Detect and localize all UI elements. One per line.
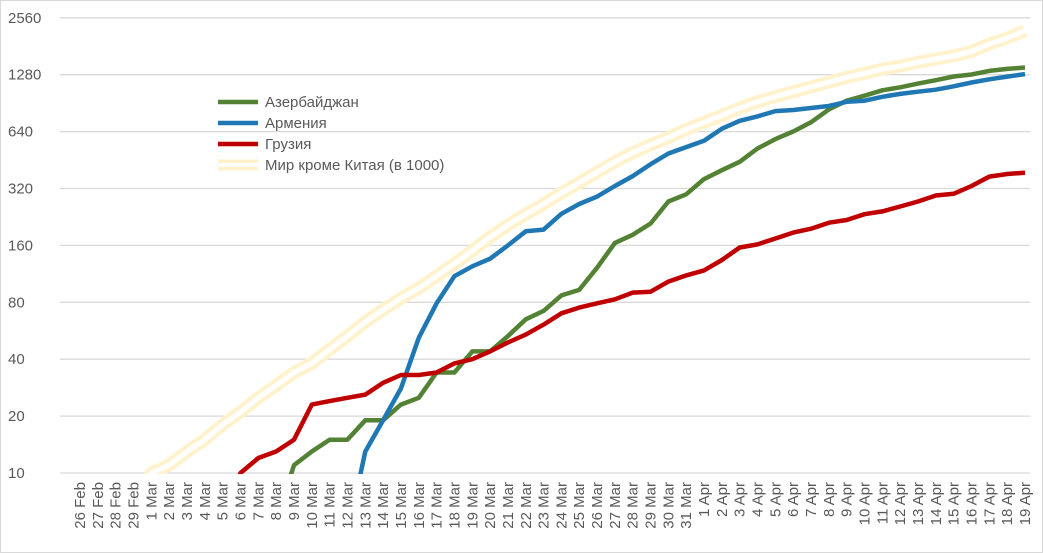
x-tick-label: 19 Mar bbox=[464, 482, 481, 529]
x-tick-label: 18 Apr bbox=[999, 482, 1016, 525]
x-tick-label: 4 Apr bbox=[750, 482, 767, 517]
y-tick-label: 640 bbox=[8, 124, 33, 141]
x-tick-label: 27 Feb bbox=[90, 482, 107, 529]
x-tick-label: 20 Mar bbox=[482, 482, 499, 529]
series-line-world bbox=[148, 28, 1026, 474]
x-tick-label: 22 Mar bbox=[518, 482, 535, 529]
x-tick-label: 16 Apr bbox=[964, 482, 981, 525]
x-tick-label: 28 Feb bbox=[108, 482, 125, 529]
x-tick-label: 8 Mar bbox=[268, 482, 285, 520]
gridlines bbox=[60, 17, 1030, 474]
y-tick-label: 20 bbox=[8, 408, 25, 425]
legend-label: Мир кроме Китая (в 1000) bbox=[265, 157, 444, 174]
x-tick-label: 4 Mar bbox=[197, 482, 214, 520]
series-line-0 bbox=[288, 65, 1026, 474]
x-tick-label: 23 Mar bbox=[536, 482, 553, 529]
x-tick-label: 27 Mar bbox=[607, 482, 624, 529]
x-tick-label: 11 Apr bbox=[874, 482, 891, 524]
x-tick-label: 13 Apr bbox=[910, 482, 927, 525]
x-tick-label: 16 Mar bbox=[411, 482, 428, 529]
y-tick-label: 80 bbox=[8, 294, 25, 311]
x-tick-label: 11 Mar bbox=[322, 482, 339, 528]
y-tick-label: 10 bbox=[8, 465, 25, 482]
legend-label: Армения bbox=[265, 115, 327, 132]
y-tick-label: 40 bbox=[8, 351, 25, 368]
x-tick-label: 9 Apr bbox=[839, 482, 856, 517]
x-axis-ticks: 26 Feb 27 Feb 28 Feb 29 Feb 1 Mar 2 Mar 3 Mar 4… bbox=[72, 482, 1034, 529]
x-tick-label: 19 Apr bbox=[1017, 482, 1034, 525]
x-tick-label: 10 Mar bbox=[304, 482, 321, 529]
x-tick-label: 10 Apr bbox=[857, 482, 874, 525]
x-tick-label: 26 Mar bbox=[589, 482, 606, 529]
legend-label: Азербайджан bbox=[265, 94, 359, 111]
x-tick-label: 9 Mar bbox=[286, 482, 303, 520]
y-tick-label: 2560 bbox=[8, 10, 41, 27]
x-tick-label: 15 Mar bbox=[393, 482, 410, 529]
x-tick-label: 5 Mar bbox=[215, 482, 232, 520]
x-tick-label: 29 Mar bbox=[643, 482, 660, 529]
y-tick-label: 160 bbox=[8, 237, 33, 254]
x-tick-label: 31 Mar bbox=[678, 482, 695, 529]
x-tick-label: 26 Feb bbox=[72, 482, 89, 529]
series-lines bbox=[143, 24, 1028, 474]
x-tick-label: 2 Mar bbox=[161, 482, 178, 520]
x-tick-label: 3 Mar bbox=[179, 482, 196, 520]
x-tick-label: 24 Mar bbox=[553, 482, 570, 529]
x-tick-label: 17 Apr bbox=[981, 482, 998, 525]
series-line-1 bbox=[358, 71, 1026, 474]
x-tick-label: 6 Mar bbox=[232, 482, 249, 520]
x-tick-label: 29 Feb bbox=[125, 482, 142, 529]
series-line-2 bbox=[237, 170, 1026, 474]
x-tick-label: 8 Apr bbox=[821, 482, 838, 517]
x-tick-label: 3 Apr bbox=[732, 482, 749, 517]
y-tick-label: 1280 bbox=[8, 67, 41, 84]
x-tick-label: 1 Mar bbox=[143, 482, 160, 520]
y-tick-label: 320 bbox=[8, 181, 33, 198]
x-tick-label: 30 Mar bbox=[660, 482, 677, 529]
x-tick-label: 21 Mar bbox=[500, 482, 517, 529]
x-tick-label: 2 Apr bbox=[714, 482, 731, 517]
x-tick-label: 14 Mar bbox=[375, 482, 392, 529]
x-tick-label: 14 Apr bbox=[928, 482, 945, 525]
x-tick-label: 6 Apr bbox=[785, 482, 802, 517]
x-tick-label: 13 Mar bbox=[357, 482, 374, 529]
x-tick-label: 5 Apr bbox=[767, 482, 784, 517]
y-axis-ticks: 10 20 40 80 160 320 640 1280 2560 bbox=[8, 10, 41, 482]
x-tick-label: 7 Mar bbox=[250, 482, 267, 520]
x-tick-label: 1 Apr bbox=[696, 482, 713, 517]
legend: Азербайджан Армения Грузия Мир кроме Китая … bbox=[218, 94, 444, 174]
legend-label: Грузия bbox=[265, 136, 311, 153]
x-tick-label: 18 Mar bbox=[446, 482, 463, 529]
x-tick-label: 7 Apr bbox=[803, 482, 820, 517]
x-tick-label: 15 Apr bbox=[946, 482, 963, 525]
x-tick-label: 12 Mar bbox=[339, 482, 356, 529]
x-tick-label: 28 Mar bbox=[625, 482, 642, 529]
x-tick-label: 12 Apr bbox=[892, 482, 909, 525]
x-tick-label: 17 Mar bbox=[429, 482, 446, 529]
x-tick-label: 25 Mar bbox=[571, 482, 588, 529]
